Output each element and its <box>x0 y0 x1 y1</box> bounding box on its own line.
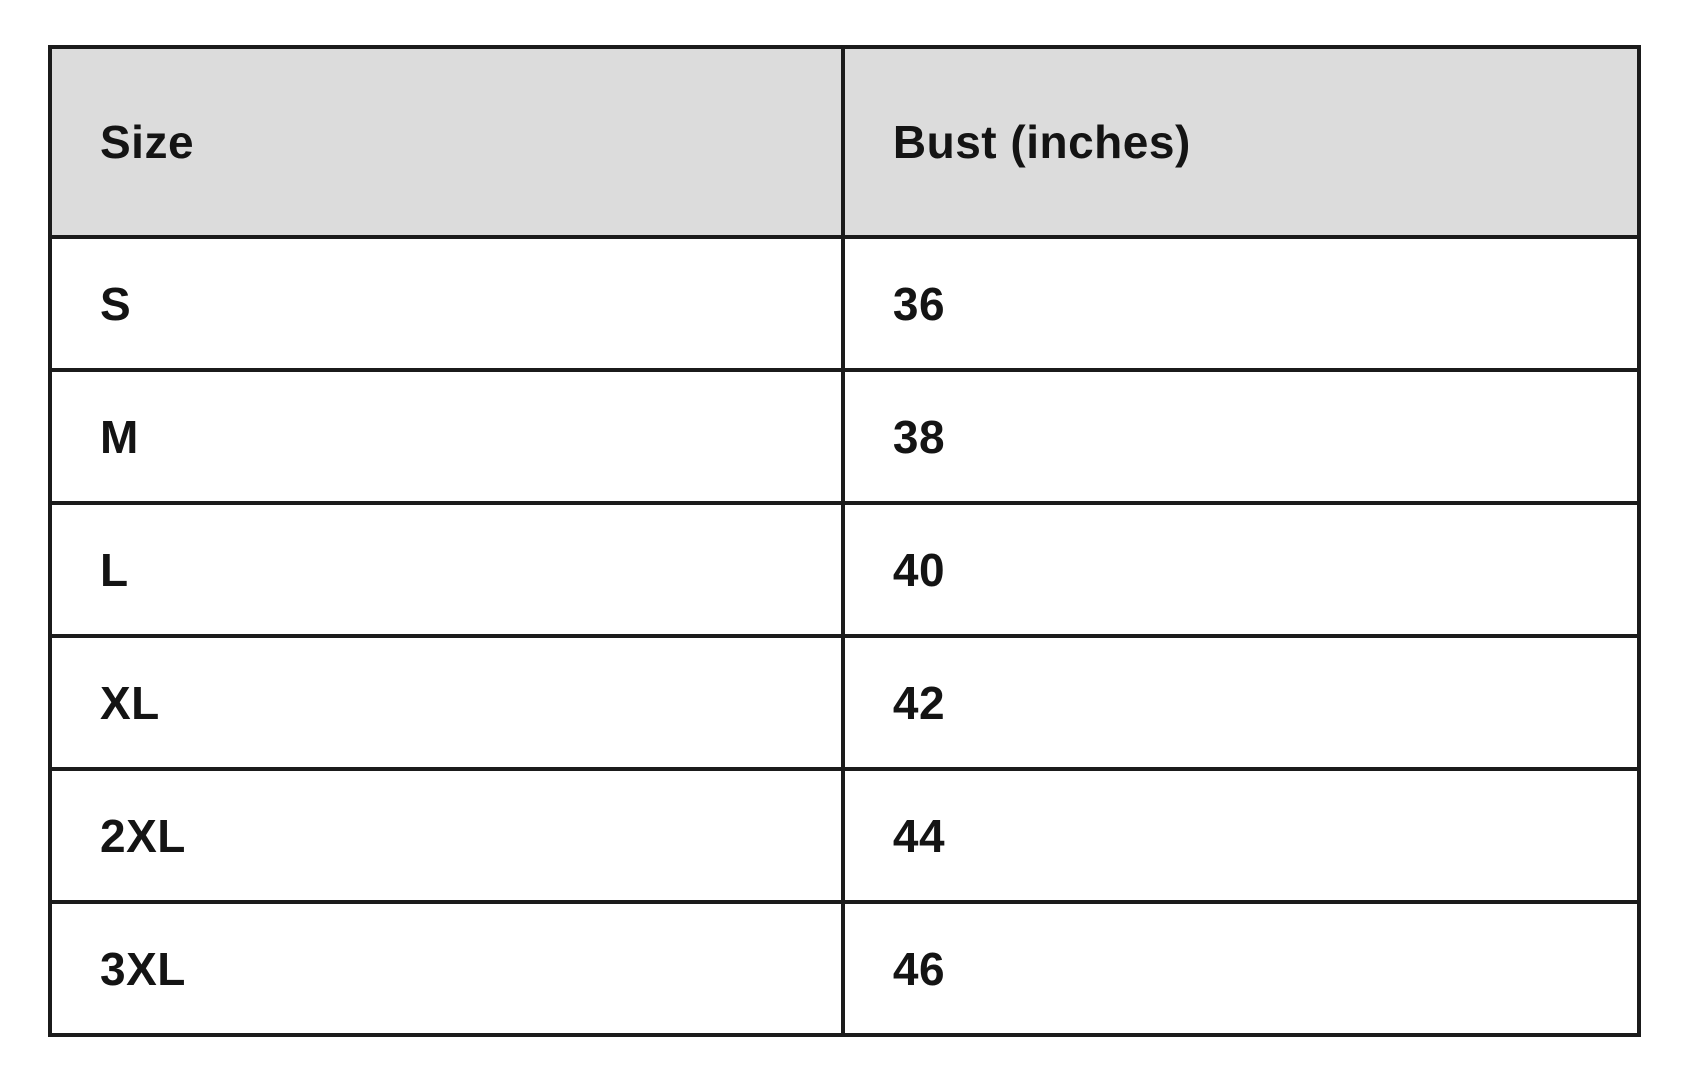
size-cell: XL <box>48 634 845 771</box>
size-cell: 2XL <box>48 767 845 904</box>
column-header-size: Size <box>48 45 845 239</box>
bust-cell: 42 <box>840 634 1642 771</box>
table-row: 2XL 44 <box>48 767 1642 904</box>
size-cell: L <box>48 501 845 638</box>
size-cell: S <box>48 235 845 372</box>
size-cell: M <box>48 368 845 505</box>
bust-cell: 36 <box>840 235 1642 372</box>
bust-cell: 40 <box>840 501 1642 638</box>
bust-cell: 38 <box>840 368 1642 505</box>
table-row: XL 42 <box>48 634 1642 771</box>
table-row: M 38 <box>48 368 1642 505</box>
bust-cell: 46 <box>840 900 1642 1037</box>
bust-cell: 44 <box>840 767 1642 904</box>
size-cell: 3XL <box>48 900 845 1037</box>
table-row: L 40 <box>48 501 1642 638</box>
column-header-bust: Bust (inches) <box>840 45 1642 239</box>
table-row: 3XL 46 <box>48 900 1642 1037</box>
table-row: S 36 <box>48 235 1642 372</box>
size-chart-table: Size Bust (inches) S 36 M 38 L 40 XL 42 <box>48 45 1642 1037</box>
header-row: Size Bust (inches) <box>48 45 1642 239</box>
